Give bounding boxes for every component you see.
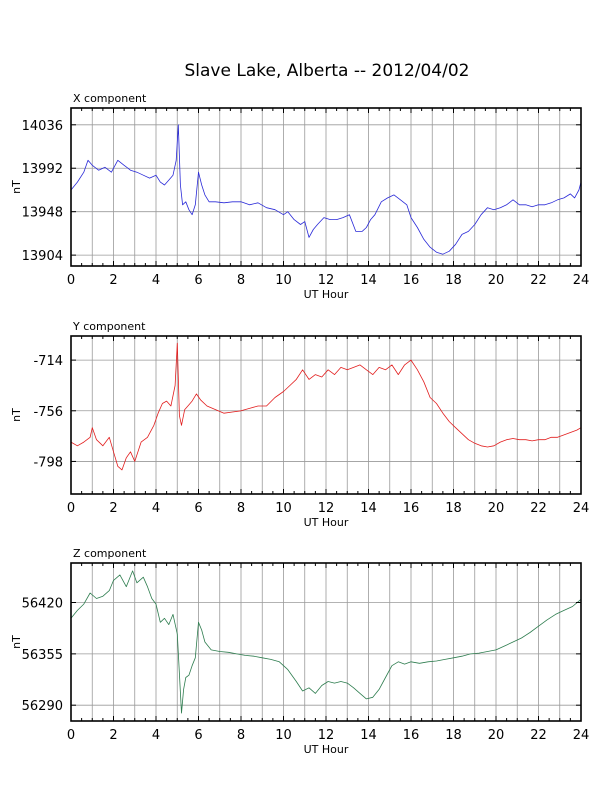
x-tick-label: 8 [237,273,245,288]
x-axis-label: UT Hour [304,288,349,301]
x-tick-label: 2 [109,728,117,743]
x-tick-label: 6 [194,273,202,288]
x-tick-label: 20 [488,273,505,288]
x-tick-label: 12 [318,728,335,743]
y-axis-label: nT [10,180,23,194]
y-axis-label: nT [10,635,23,649]
y-tick-label: 56420 [22,597,63,612]
x-tick-label: 12 [318,273,335,288]
x-tick-label: 8 [237,728,245,743]
x-tick-label: 16 [403,728,420,743]
x-tick-label: 18 [445,273,462,288]
y-tick-label: 13992 [22,162,63,177]
x-tick-label: 10 [275,273,292,288]
panel-label: Z component [73,547,147,560]
x-axis-label: UT Hour [304,516,349,529]
y-axis-label: nT [10,408,23,422]
x-tick-label: 4 [152,273,160,288]
x-tick-label: 14 [360,501,377,516]
x-tick-label: 22 [530,501,547,516]
x-tick-label: 20 [488,501,505,516]
x-tick-label: 14 [360,273,377,288]
x-tick-label: 16 [403,273,420,288]
x-tick-label: 18 [445,501,462,516]
x-tick-label: 8 [237,501,245,516]
x-tick-label: 12 [318,501,335,516]
x-tick-label: 4 [152,728,160,743]
x-tick-label: 14 [360,728,377,743]
y-tick-label: -798 [33,455,63,470]
x-tick-label: 24 [573,728,590,743]
x-tick-label: 0 [67,501,75,516]
x-tick-label: 0 [67,728,75,743]
x-tick-label: 20 [488,728,505,743]
panel-label: Y component [72,320,146,333]
x-tick-label: 6 [194,501,202,516]
x-tick-label: 24 [573,273,590,288]
x-tick-label: 22 [530,273,547,288]
x-tick-label: 22 [530,728,547,743]
y-tick-label: 13904 [22,249,63,264]
y-tick-label: 56355 [22,648,63,663]
x-tick-label: 0 [67,273,75,288]
y-tick-label: 56290 [22,699,63,714]
x-tick-label: 16 [403,501,420,516]
x-tick-label: 18 [445,728,462,743]
x-tick-label: 2 [109,501,117,516]
x-tick-label: 10 [275,728,292,743]
y-tick-label: 13948 [22,206,63,221]
x-tick-label: 6 [194,728,202,743]
y-tick-label: 14036 [22,119,63,134]
x-tick-label: 2 [109,273,117,288]
x-tick-label: 4 [152,501,160,516]
x-axis-label: UT Hour [304,743,349,756]
chart-title: Slave Lake, Alberta -- 2012/04/02 [185,61,470,81]
x-tick-label: 10 [275,501,292,516]
y-tick-label: -756 [33,405,63,420]
y-tick-label: -714 [33,354,63,369]
x-tick-label: 24 [573,501,590,516]
panel-label: X component [73,92,147,105]
panel-1: 0 2 4 6 8 10 12 14 16 18 20 22 241390413948139921403… [10,92,589,301]
